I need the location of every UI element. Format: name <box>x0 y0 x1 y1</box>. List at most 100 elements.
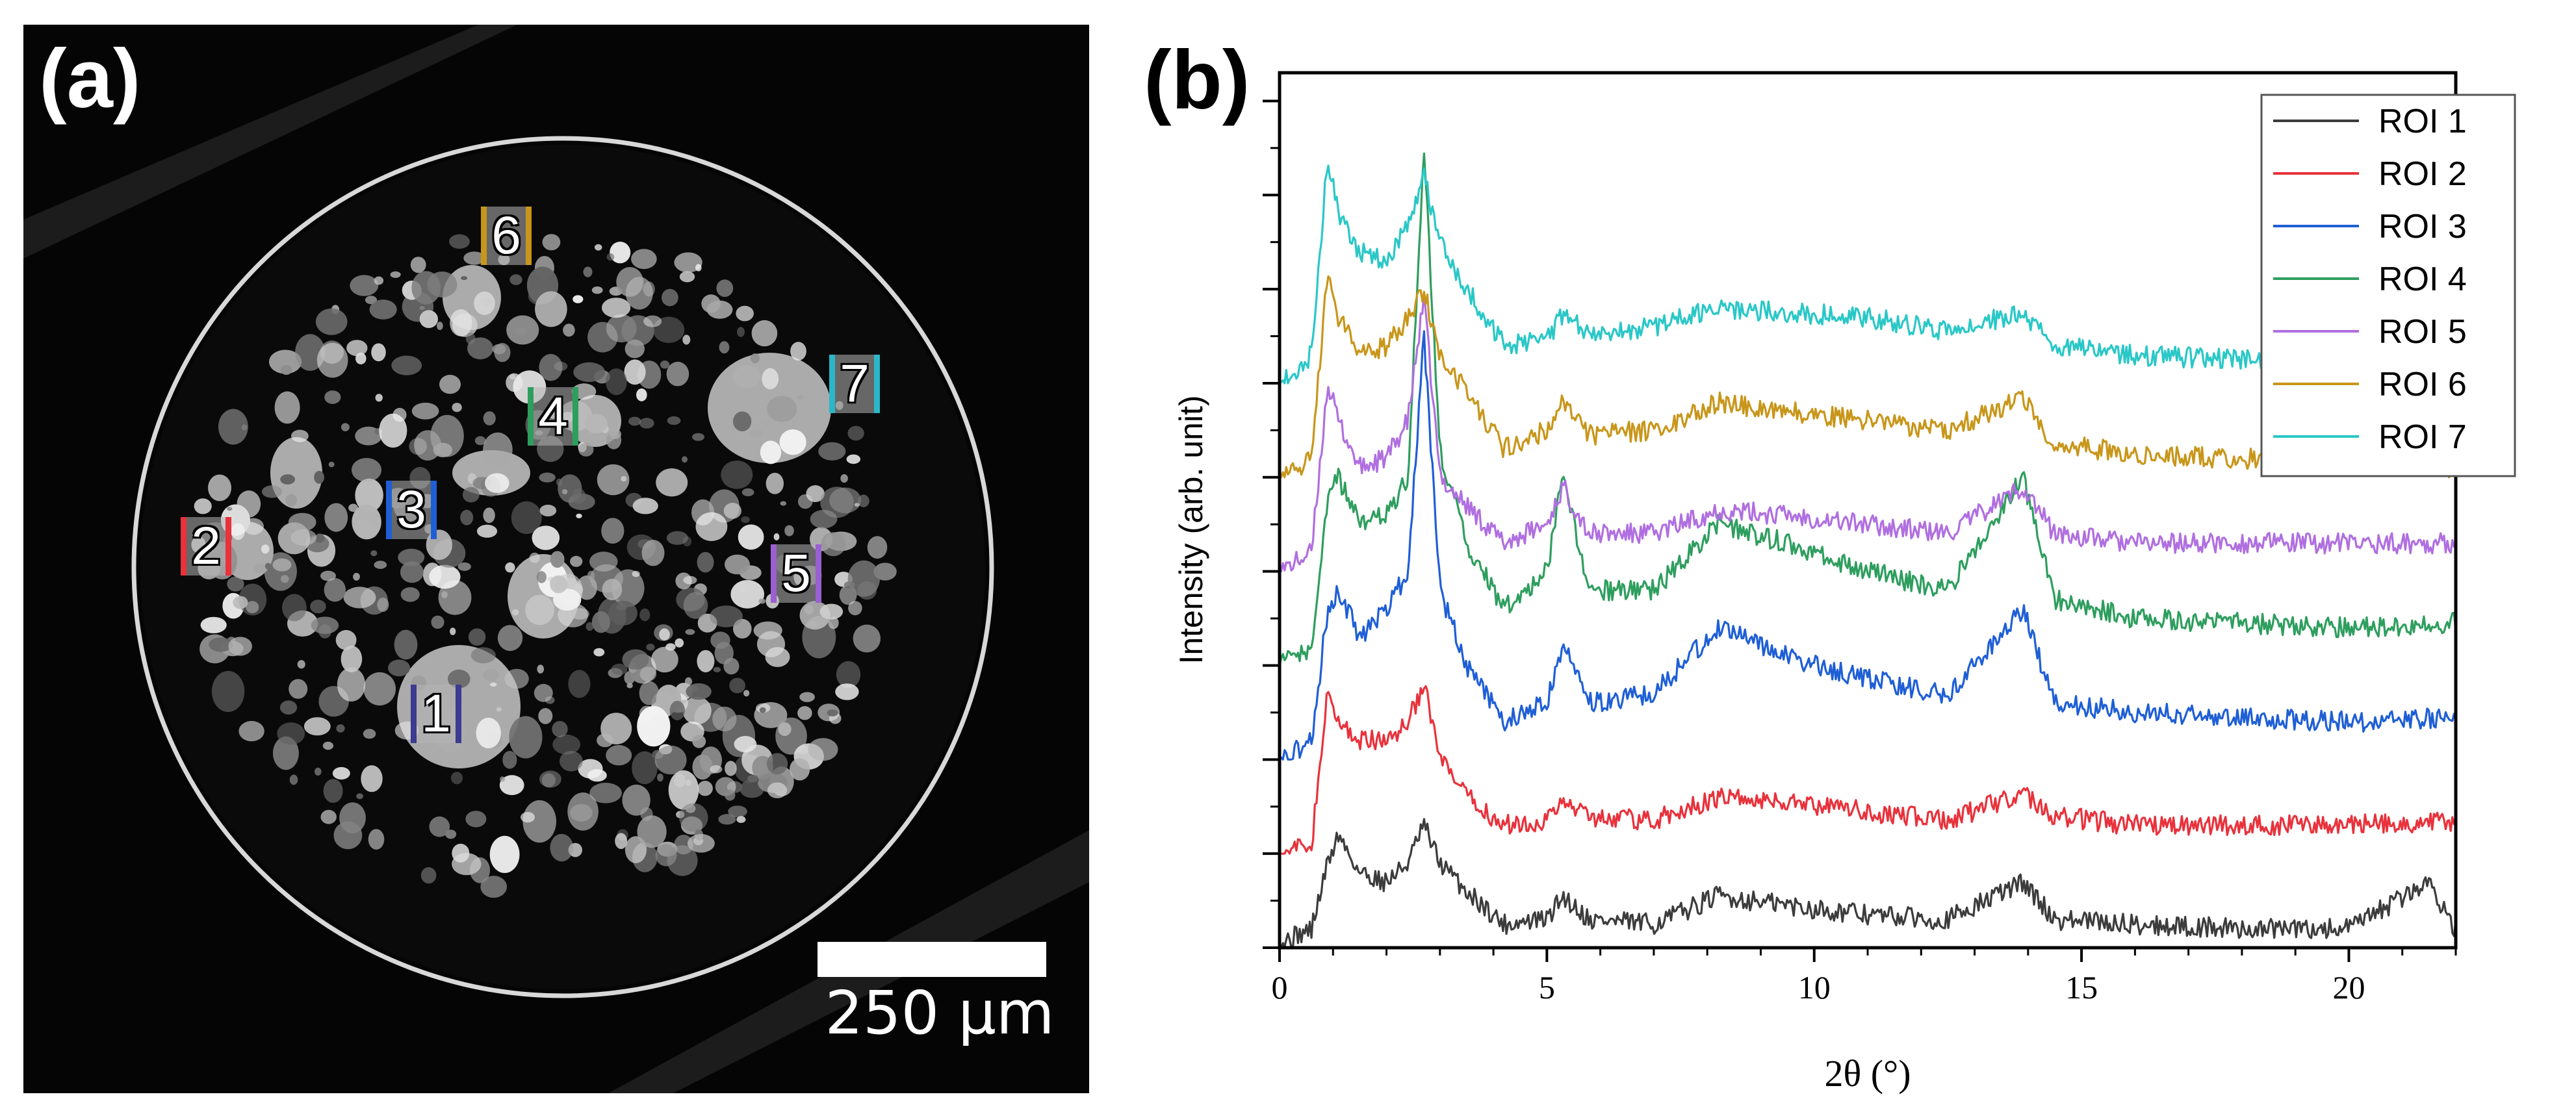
grain <box>609 429 622 439</box>
grain <box>521 812 535 823</box>
panel-a-letter: (a) <box>39 32 141 125</box>
grain <box>848 601 862 616</box>
grain <box>762 368 779 390</box>
grain <box>480 876 508 898</box>
grain <box>377 598 389 612</box>
grain <box>410 257 426 273</box>
sample-holder-ring <box>131 136 994 998</box>
grain <box>733 365 761 388</box>
grain <box>847 425 864 441</box>
grain <box>539 770 561 788</box>
grain <box>438 580 472 615</box>
grain <box>767 782 788 798</box>
grain <box>854 503 860 507</box>
grain <box>651 646 678 673</box>
grain <box>483 507 495 524</box>
grain <box>567 792 599 831</box>
grain <box>622 649 649 670</box>
grain <box>666 531 688 545</box>
grain <box>452 403 462 412</box>
roi-marker-3: 3 <box>386 481 437 539</box>
grain <box>773 533 780 540</box>
grain <box>665 643 676 651</box>
roi-marker-5: 5 <box>771 544 821 603</box>
grain <box>288 513 316 531</box>
grain <box>806 485 825 502</box>
grain <box>639 418 654 429</box>
grain <box>766 472 784 494</box>
grain <box>511 609 519 616</box>
grain <box>593 648 605 657</box>
grain <box>394 629 418 660</box>
grain <box>639 666 657 681</box>
grain <box>637 705 671 747</box>
grain <box>375 394 383 402</box>
grain <box>228 637 253 656</box>
legend-label-roi-2: ROI 2 <box>2378 155 2467 193</box>
grain <box>818 442 846 461</box>
grain <box>290 529 317 546</box>
grain <box>728 805 747 818</box>
grain <box>350 275 379 296</box>
grain <box>713 666 721 672</box>
grain <box>449 234 470 249</box>
grain <box>509 716 543 759</box>
grain <box>411 271 441 305</box>
grain <box>504 668 529 689</box>
grain <box>636 388 647 401</box>
series-group <box>1278 152 2457 949</box>
grain <box>552 720 568 738</box>
grain <box>706 300 733 319</box>
series-line-roi-4 <box>1278 152 2457 666</box>
grain <box>679 803 708 832</box>
grain <box>297 660 305 669</box>
grain <box>657 773 663 782</box>
grain <box>578 442 594 457</box>
grain <box>659 628 670 640</box>
grain <box>536 571 547 583</box>
grain <box>637 815 667 848</box>
capillary-band-top <box>23 25 517 259</box>
grain <box>686 683 712 700</box>
grain <box>741 488 754 497</box>
grain <box>280 474 295 485</box>
grain-large <box>452 450 530 496</box>
grain <box>624 359 646 385</box>
legend: ROI 1 ROI 2 ROI 3 ROI 4 ROI 5 ROI 6 ROI 7 <box>2260 94 2516 477</box>
grain <box>457 562 471 571</box>
grain <box>765 647 790 667</box>
grain <box>641 540 665 566</box>
x-tick-label: 5 <box>1539 969 1555 1006</box>
grain <box>538 708 553 724</box>
grain <box>550 551 565 568</box>
grain <box>316 342 348 378</box>
grain <box>535 291 567 327</box>
grain <box>666 361 689 386</box>
grain <box>474 436 486 446</box>
grain <box>324 390 341 404</box>
grain <box>606 745 632 766</box>
roi-marker-1: 1 <box>411 685 461 743</box>
grain <box>692 735 706 748</box>
grain <box>379 413 407 448</box>
grain <box>529 552 540 563</box>
grain <box>532 525 560 550</box>
grain <box>836 661 861 688</box>
grain <box>685 677 692 686</box>
grain <box>282 594 307 622</box>
grain <box>468 628 486 646</box>
grain <box>460 509 474 525</box>
grain <box>465 333 476 345</box>
roi-marker-7: 7 <box>829 355 880 413</box>
series-line-roi-5 <box>1280 291 2457 573</box>
grain <box>355 478 383 513</box>
grain <box>390 271 401 278</box>
grain <box>606 253 615 261</box>
grain <box>336 724 345 733</box>
grain <box>695 264 702 272</box>
grain <box>639 681 660 705</box>
grain <box>685 629 695 635</box>
grain <box>539 505 557 516</box>
grain <box>420 867 437 884</box>
